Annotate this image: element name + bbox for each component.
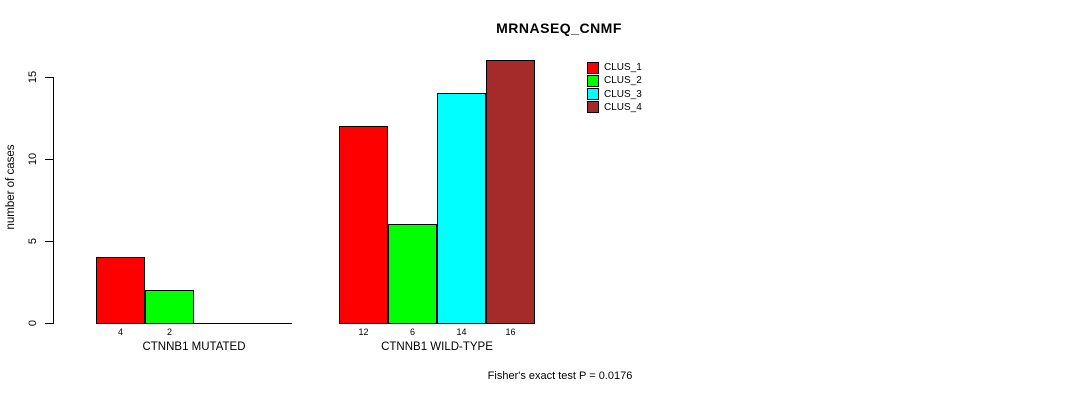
bar-value-label: 6 (409, 327, 416, 337)
bar (96, 257, 145, 324)
y-tick-label: 10 (27, 152, 39, 165)
bar-value-label: 2 (166, 327, 173, 337)
group-label: CTNNB1 WILD-TYPE (381, 341, 493, 353)
legend-label: CLUS_2 (604, 75, 642, 87)
bar (145, 290, 194, 324)
y-tick (45, 240, 53, 242)
bar (437, 93, 486, 324)
y-axis-line (53, 76, 54, 324)
legend-item: CLUS_3 (587, 88, 642, 101)
bar-value-label: 4 (117, 327, 124, 337)
chart-title: MRNASEQ_CNMF (496, 20, 622, 36)
y-tick-label: 15 (27, 70, 39, 83)
legend-item: CLUS_1 (587, 61, 642, 74)
bar (486, 60, 535, 324)
bar (388, 224, 437, 324)
y-tick (45, 158, 53, 160)
legend-item: CLUS_2 (587, 74, 642, 87)
legend-label: CLUS_3 (604, 88, 642, 100)
y-tick (45, 76, 53, 78)
bar (339, 125, 388, 324)
legend-swatch-clus_4 (587, 101, 599, 114)
bar-value-label: 14 (456, 327, 467, 337)
legend-item: CLUS_4 (587, 101, 642, 114)
bar-value-label: 16 (505, 327, 516, 337)
y-tick (45, 323, 53, 324)
group-baseline (96, 323, 292, 324)
y-tick-label: 5 (27, 237, 39, 244)
y-tick-label: 0 (27, 319, 39, 327)
group-label: CTNNB1 MUTATED (142, 341, 246, 353)
legend-swatch-clus_2 (587, 74, 599, 87)
legend-label: CLUS_1 (604, 62, 642, 73)
legend-swatch-clus_3 (587, 88, 599, 101)
legend-swatch-clus_1 (587, 61, 599, 74)
p-value-annotation: Fisher's exact test P = 0.0176 (487, 370, 633, 382)
bar-value-label: 12 (358, 327, 369, 337)
legend-label: CLUS_4 (604, 101, 642, 113)
